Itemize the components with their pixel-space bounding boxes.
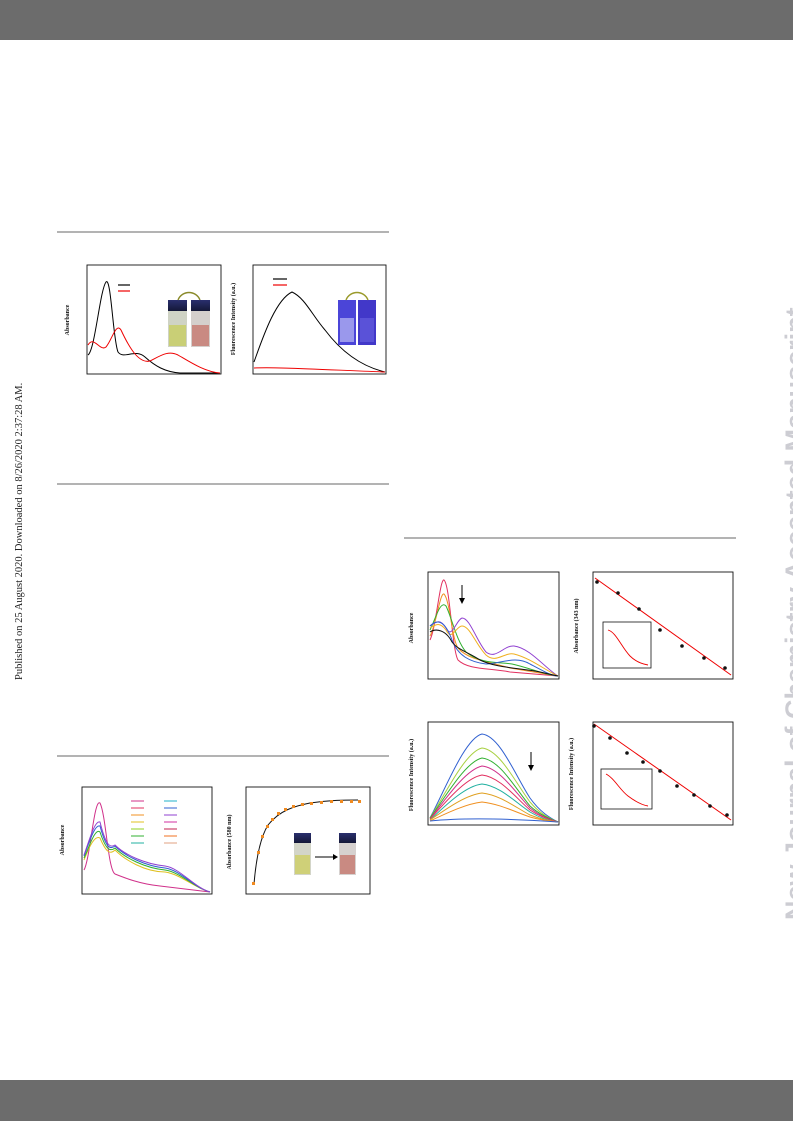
arrow-icon (177, 291, 201, 301)
section-divider (404, 537, 736, 539)
section-divider (57, 231, 389, 233)
section-divider (57, 755, 389, 757)
uv-curve-complex (87, 327, 221, 374)
uv-titration-ylabel: Absorbance (60, 824, 66, 855)
abs-580-ylabel: Absorbance (580 nm) (226, 814, 233, 869)
down-arrow-icon (528, 765, 534, 771)
section-divider (57, 483, 389, 485)
vial-photo (168, 291, 210, 347)
uv-absorbance-panel: Absorbance (65, 264, 222, 375)
titration-legend (131, 800, 177, 844)
down-arrow-icon (459, 598, 465, 604)
abs-343-ylabel: Absorbance (343 nm) (573, 598, 580, 653)
fl-linear-panel: Fluorescence Intensity (a.u.) (568, 721, 734, 826)
fl-decrease-panel: Fluorescence Intensity (a.u.) (408, 721, 560, 826)
data-points (592, 724, 729, 817)
uv-absorbance-ylabel: Absorbance (65, 304, 71, 335)
uv-curve-probe (87, 281, 220, 374)
abs-343-panel: Absorbance (343 nm) (573, 571, 734, 680)
fl-curve-probe (253, 291, 386, 373)
uv-titration-panel: Absorbance (60, 786, 213, 895)
footer-bar (0, 1080, 793, 1121)
fl-linear-ylabel: Fluorescence Intensity (a.u.) (568, 738, 575, 810)
uv-decrease-panel: Absorbance (409, 571, 560, 680)
header-bar (0, 0, 793, 40)
inset-plot (600, 768, 653, 810)
fl-decrease-ylabel: Fluorescence Intensity (a.u.) (408, 739, 415, 811)
fl-curve-complex (253, 367, 386, 373)
arrow-icon (333, 854, 338, 860)
inset-plot (602, 621, 652, 669)
abs-580-panel: Absorbance (580 nm) (226, 786, 371, 895)
uv-decrease-ylabel: Absorbance (409, 612, 415, 643)
data-points (252, 800, 361, 885)
fluorescence-panel: Fluorescence Intensity (a.u.) (230, 264, 387, 375)
data-points (595, 580, 727, 670)
arrow-icon (345, 291, 369, 301)
vial-photo-uv (338, 291, 376, 345)
fluorescence-ylabel: Fluorescence Intensity (a.u.) (230, 283, 237, 355)
